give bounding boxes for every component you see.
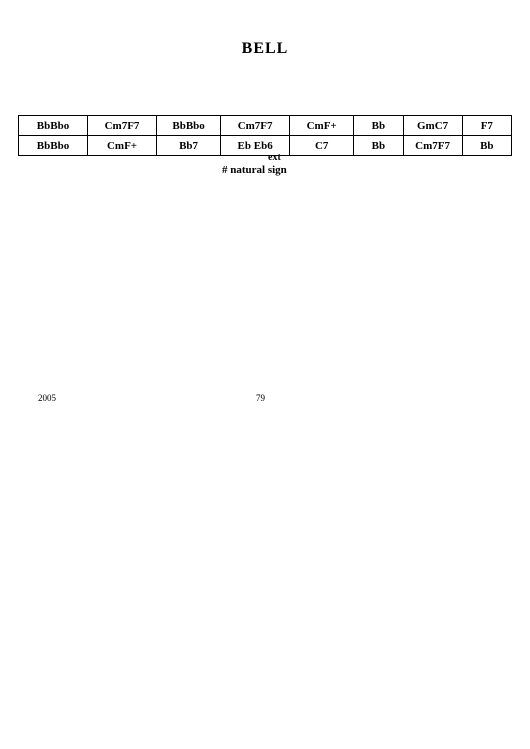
chord-cell: GmC7 [403, 116, 462, 136]
chord-cell: BbBbo [19, 136, 88, 156]
chord-cell: Bb [354, 136, 403, 156]
chord-cell: Bb7 [157, 136, 221, 156]
chord-cell: Cm7F7 [88, 116, 157, 136]
chord-cell: BbBbo [157, 116, 221, 136]
page-title: BELL [0, 40, 530, 58]
chord-cell: Bb [462, 136, 511, 156]
chord-cell: CmF+ [290, 116, 354, 136]
table-row: BbBbo CmF+ Bb7 Eb Eb6 C7 Bb Cm7F7 Bb [19, 136, 512, 156]
chord-cell: Cm7F7 [221, 116, 290, 136]
chord-table: BbBbo Cm7F7 BbBbo Cm7F7 CmF+ Bb GmC7 F7 … [18, 115, 512, 156]
chord-cell: CmF+ [88, 136, 157, 156]
footer-page-number: 79 [256, 393, 265, 403]
page: BELL BbBbo Cm7F7 BbBbo Cm7F7 CmF+ Bb GmC… [0, 0, 530, 749]
table-row: BbBbo Cm7F7 BbBbo Cm7F7 CmF+ Bb GmC7 F7 [19, 116, 512, 136]
chord-cell: Cm7F7 [403, 136, 462, 156]
chord-cell: F7 [462, 116, 511, 136]
annotation-ext: ext [268, 152, 281, 163]
chord-cell: C7 [290, 136, 354, 156]
footer-year: 2005 [38, 393, 56, 403]
annotation-natural: # natural sign [222, 164, 287, 176]
chord-cell: Bb [354, 116, 403, 136]
chord-cell: BbBbo [19, 116, 88, 136]
